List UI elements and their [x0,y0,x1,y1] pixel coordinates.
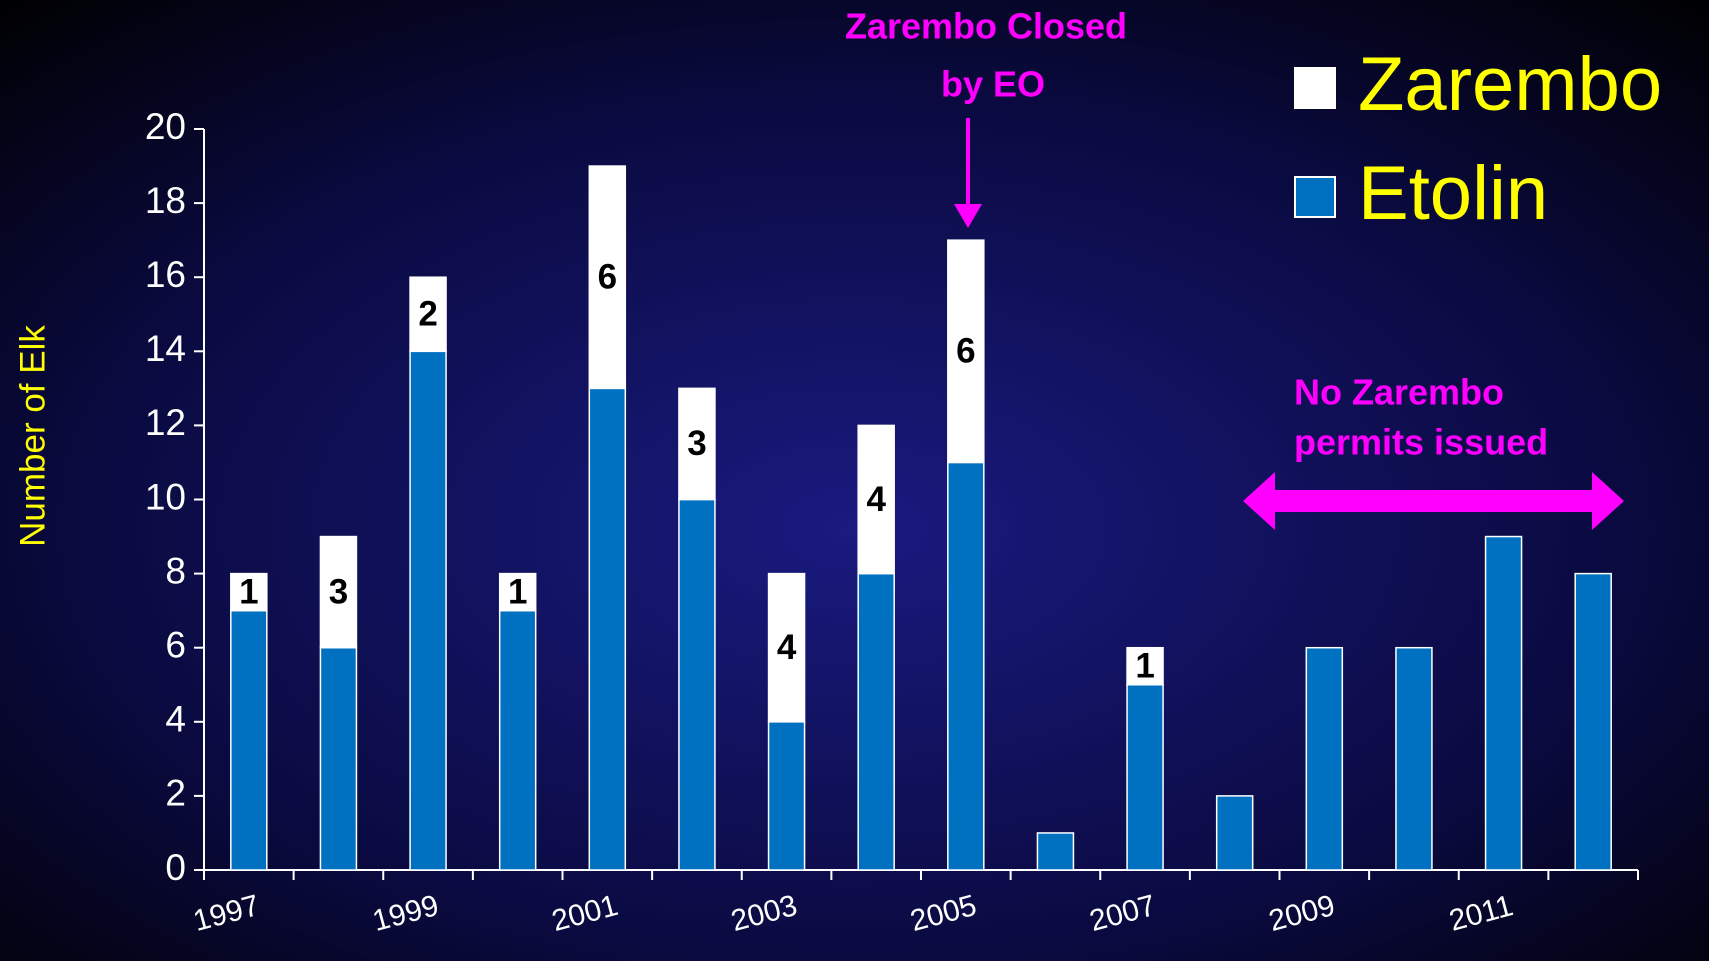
arrow-head [954,204,982,228]
bar-segment [767,572,806,723]
bar-segment [498,572,537,612]
bar-segment [947,461,985,871]
data-label: 1 [508,572,527,611]
data-label: 1 [239,572,258,611]
bar-segment [588,165,627,390]
bar-segment [1126,684,1164,871]
bar-segment [678,498,716,871]
annotation: Zarembo Closed [845,6,1127,47]
y-tick-label: 0 [165,847,186,888]
bar-segment [1574,572,1612,871]
data-label: 3 [687,424,706,463]
bar-segment [1036,832,1075,871]
bar-segment [1305,646,1344,871]
y-tick-label: 4 [165,699,186,740]
bar-segment [319,646,358,871]
bar-segment [409,350,447,871]
y-tick-label: 20 [145,106,186,147]
bar-segment [767,721,806,871]
bar-segment [1484,535,1523,871]
annotation: No Zarembo [1294,372,1504,413]
bar-segment [678,387,716,501]
y-tick-label: 12 [145,402,186,443]
legend-label: Zarembo [1358,42,1662,127]
data-label: 6 [598,257,617,296]
legend-swatch [1294,176,1336,218]
bar-segment [1126,646,1164,686]
bar-segment [230,609,268,871]
bar-segment [319,535,358,649]
data-label: 6 [956,332,975,371]
data-label: 4 [866,480,886,519]
bar-segment [947,239,985,464]
bar-segment [857,572,895,871]
y-tick-label: 2 [165,773,186,814]
y-axis-label: Number of Elk [13,325,52,547]
data-label: 2 [418,295,437,334]
y-tick-label: 18 [145,180,186,221]
data-label: 1 [1135,646,1154,685]
bar-segment [1395,646,1433,871]
legend-swatch [1294,67,1336,109]
y-tick-label: 8 [165,550,186,591]
y-tick-label: 6 [165,624,186,665]
bar-segment [230,572,268,612]
bar-segment [409,276,447,353]
annotation: permits issued [1294,422,1548,463]
y-tick-label: 14 [145,328,186,369]
annotation: by EO [941,64,1045,105]
bar-segment [498,609,537,871]
y-tick-label: 16 [145,254,186,295]
double-arrow [1243,472,1624,530]
legend-label: Etolin [1358,151,1548,236]
bar-segment [857,424,895,575]
data-label: 3 [329,572,348,611]
y-tick-label: 10 [145,476,186,517]
data-label: 4 [777,628,797,667]
bar-segment [588,387,627,871]
bar-segment [1215,795,1254,871]
